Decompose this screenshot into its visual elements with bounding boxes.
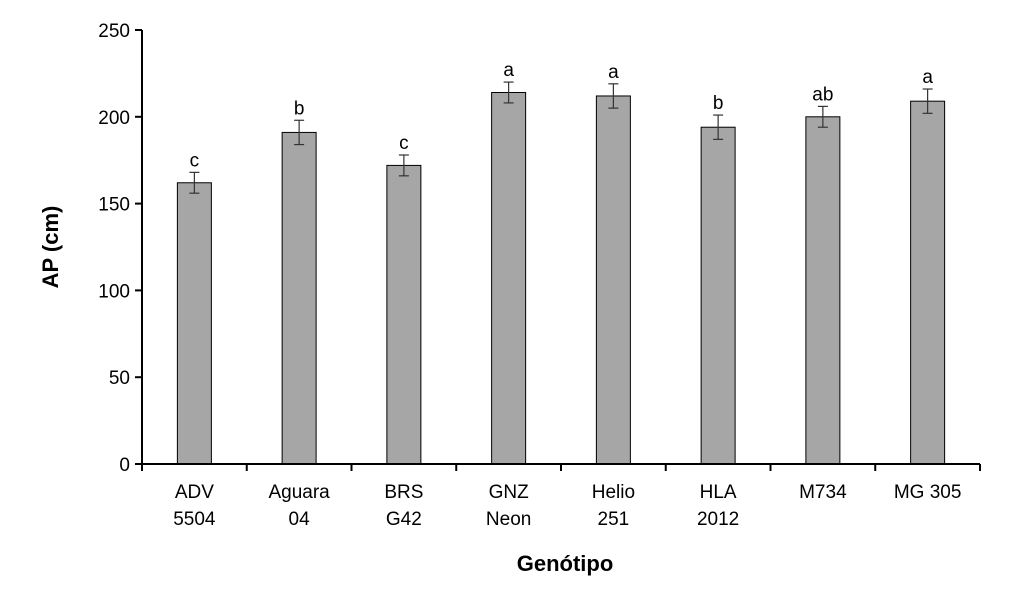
significance-letter: c	[399, 133, 409, 154]
y-tick-label: 250	[98, 21, 130, 42]
x-tick-label: HLA 2012	[697, 482, 739, 530]
significance-letter: b	[713, 93, 724, 114]
bar	[700, 126, 736, 465]
bar	[386, 164, 422, 465]
bar	[176, 182, 212, 465]
x-tick-label: Aguara 04	[268, 482, 330, 530]
x-tick-label: Helio 251	[592, 482, 635, 530]
bar	[595, 95, 631, 465]
y-tick-label: 100	[98, 281, 130, 302]
y-tick-label: 0	[119, 455, 130, 476]
significance-letter: b	[294, 98, 305, 119]
x-tick-label: M734	[799, 482, 847, 503]
significance-letter: a	[922, 67, 933, 88]
x-tick-label: BRS G42	[384, 482, 423, 530]
x-axis-title: Genótipo	[517, 551, 614, 576]
y-tick-label: 200	[98, 108, 130, 129]
bar	[805, 116, 841, 465]
bar	[491, 91, 527, 465]
error-bar	[713, 114, 724, 140]
error-bar	[817, 105, 828, 128]
x-tick-label: GNZ Neon	[486, 482, 531, 530]
x-axis-ticks: ADV 5504 Aguara 04 BRS G42 GNZ Neon Helio 251 HLA 2…	[141, 464, 981, 530]
error-bar	[608, 83, 619, 109]
x-tick-label: ADV 5504	[173, 482, 216, 530]
y-axis-ticks: 0 50 100 150 200 250	[98, 21, 142, 476]
x-tick-label: MG 305	[894, 482, 962, 503]
error-bars	[189, 81, 933, 194]
error-bar	[922, 88, 933, 114]
error-bar	[189, 171, 200, 194]
y-axis-title: AP (cm)	[38, 206, 63, 289]
significance-letter: c	[190, 150, 200, 171]
bars	[176, 91, 946, 465]
error-bar	[398, 154, 409, 177]
significance-letter: a	[503, 60, 514, 81]
bar	[910, 100, 946, 465]
significance-letter: a	[608, 62, 619, 83]
bar	[281, 131, 317, 465]
y-tick-label: 150	[98, 195, 130, 216]
error-bar	[503, 81, 514, 104]
error-bar	[294, 119, 305, 146]
y-tick-label: 50	[109, 368, 130, 389]
significance-letter: ab	[812, 84, 833, 105]
